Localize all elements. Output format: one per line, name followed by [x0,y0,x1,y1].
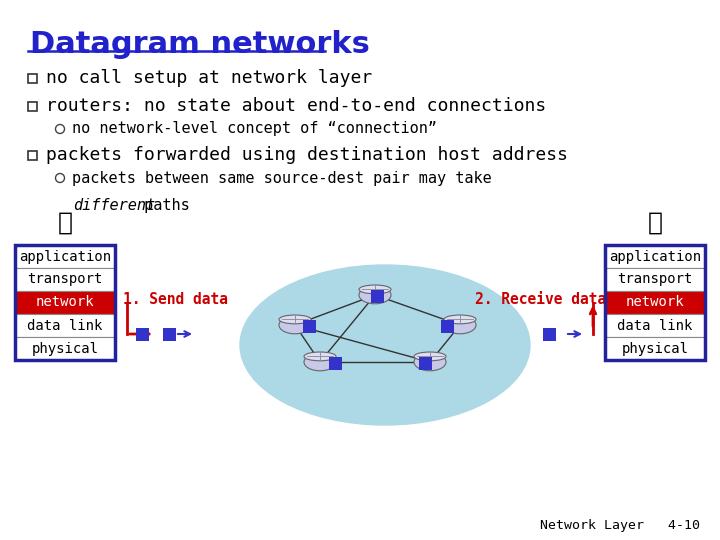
FancyBboxPatch shape [605,337,705,360]
Text: physical: physical [32,341,99,355]
Text: network: network [626,295,684,309]
Text: 1. Send data: 1. Send data [123,293,228,307]
FancyBboxPatch shape [543,328,556,341]
Text: application: application [609,249,701,264]
Text: paths: paths [135,198,190,213]
Text: physical: physical [621,341,688,355]
FancyBboxPatch shape [15,337,115,360]
Text: 2. Receive data: 2. Receive data [475,293,606,307]
FancyBboxPatch shape [28,74,37,83]
Text: no network-level concept of “connection”: no network-level concept of “connection” [72,122,437,137]
FancyBboxPatch shape [28,151,37,160]
FancyBboxPatch shape [136,328,149,341]
Ellipse shape [359,286,391,304]
Ellipse shape [304,353,336,371]
Ellipse shape [304,352,336,361]
FancyBboxPatch shape [15,291,115,314]
FancyBboxPatch shape [605,268,705,291]
Text: Network Layer   4-10: Network Layer 4-10 [540,519,700,532]
Circle shape [55,125,65,133]
Text: routers: no state about end-to-end connections: routers: no state about end-to-end conne… [46,97,546,115]
FancyBboxPatch shape [605,245,705,268]
Circle shape [55,173,65,183]
Ellipse shape [279,315,311,324]
Ellipse shape [359,285,391,294]
Ellipse shape [444,316,476,334]
Text: transport: transport [27,273,103,287]
FancyBboxPatch shape [303,320,316,333]
FancyBboxPatch shape [419,357,432,370]
FancyBboxPatch shape [28,102,37,111]
Text: data link: data link [27,319,103,333]
Ellipse shape [240,265,530,425]
FancyBboxPatch shape [441,320,454,333]
Ellipse shape [414,352,446,361]
Text: 🖥: 🖥 [58,211,73,235]
Ellipse shape [444,315,476,324]
FancyBboxPatch shape [15,268,115,291]
FancyBboxPatch shape [605,314,705,337]
FancyBboxPatch shape [163,328,176,341]
FancyBboxPatch shape [329,357,342,370]
Text: application: application [19,249,111,264]
Text: packets between same source-dest pair may take: packets between same source-dest pair ma… [72,171,492,186]
Text: different: different [73,198,155,213]
Text: data link: data link [617,319,693,333]
FancyBboxPatch shape [15,314,115,337]
FancyBboxPatch shape [605,291,705,314]
Text: network: network [36,295,94,309]
FancyBboxPatch shape [15,245,115,268]
FancyBboxPatch shape [371,290,384,303]
Ellipse shape [279,316,311,334]
Ellipse shape [414,353,446,371]
Text: Datagram networks: Datagram networks [30,30,370,59]
Text: transport: transport [617,273,693,287]
Text: 🖥: 🖥 [647,211,662,235]
Text: packets forwarded using destination host address: packets forwarded using destination host… [46,146,568,164]
Text: no call setup at network layer: no call setup at network layer [46,69,372,87]
